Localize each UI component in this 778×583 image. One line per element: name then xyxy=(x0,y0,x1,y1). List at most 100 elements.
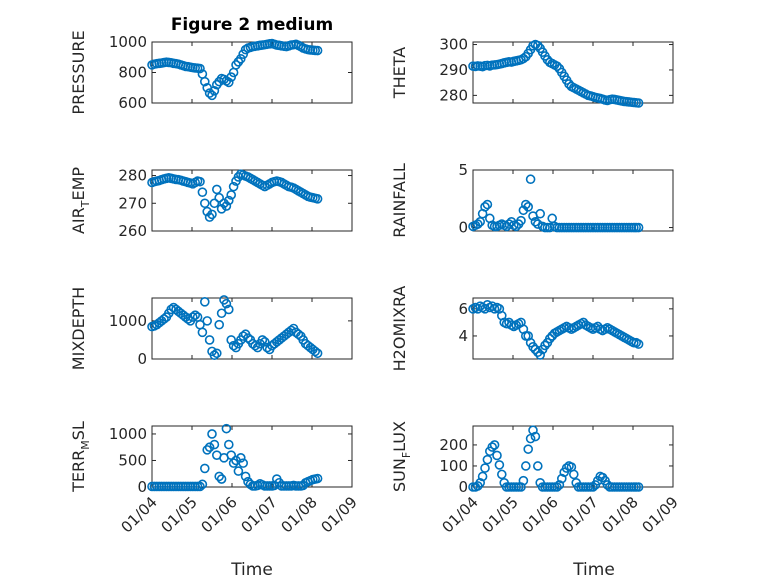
data-point xyxy=(207,429,217,439)
data-point xyxy=(228,181,239,192)
series-points xyxy=(147,423,323,492)
y-tick-label: 100 xyxy=(439,457,468,475)
x-tick-label: 01/08 xyxy=(599,493,642,536)
data-point xyxy=(188,312,198,322)
data-point xyxy=(207,90,217,101)
data-point xyxy=(561,463,572,473)
y-axis-label: SUNFLUX xyxy=(390,421,413,492)
y-tick-label: 1000 xyxy=(109,312,147,330)
data-point xyxy=(312,473,323,484)
data-point xyxy=(224,439,234,450)
y-tick-label: 4 xyxy=(458,327,468,345)
data-point xyxy=(477,471,488,482)
x-tick-label: 01/09 xyxy=(318,493,361,536)
data-point xyxy=(190,310,200,320)
series-points xyxy=(147,38,323,101)
data-point xyxy=(480,463,490,473)
data-point xyxy=(226,335,236,345)
x-axis-label-left: Time xyxy=(230,560,273,580)
data-point xyxy=(544,333,555,344)
data-point xyxy=(528,425,538,436)
data-point xyxy=(204,212,215,222)
data-point xyxy=(312,348,323,359)
data-point xyxy=(238,458,248,468)
data-point xyxy=(200,463,210,474)
series-points xyxy=(468,425,644,492)
data-point xyxy=(633,222,644,233)
data-point xyxy=(310,346,321,357)
data-point xyxy=(204,335,215,345)
data-point xyxy=(209,198,220,209)
y-tick-label: 290 xyxy=(439,61,468,79)
data-point xyxy=(197,479,208,490)
y-tick-label: 800 xyxy=(118,64,147,82)
data-point xyxy=(633,98,644,108)
data-point xyxy=(520,199,531,210)
data-point xyxy=(214,471,224,482)
data-point xyxy=(530,344,541,355)
data-point xyxy=(523,202,534,212)
data-point xyxy=(183,314,193,324)
data-point xyxy=(312,45,323,56)
data-point xyxy=(221,201,232,211)
axes-frame xyxy=(151,297,353,360)
series-points xyxy=(468,174,644,233)
data-point xyxy=(552,482,562,492)
data-point xyxy=(238,331,248,341)
data-point xyxy=(159,314,169,324)
data-point xyxy=(633,339,644,349)
data-point xyxy=(511,221,522,232)
data-point xyxy=(233,466,244,476)
data-point xyxy=(257,335,268,345)
data-point xyxy=(226,72,236,82)
series-points xyxy=(468,299,644,360)
x-tick-label: 01/06 xyxy=(198,493,241,536)
x-tick-label: 01/05 xyxy=(158,493,201,536)
data-point xyxy=(482,299,493,310)
data-point xyxy=(204,88,215,98)
y-tick-label: 6 xyxy=(458,300,468,318)
data-point xyxy=(200,198,210,209)
data-point xyxy=(209,439,220,450)
data-point xyxy=(207,209,217,220)
data-point xyxy=(204,442,215,453)
x-tick-label: 01/06 xyxy=(519,493,562,536)
data-point xyxy=(520,461,531,471)
x-tick-label: 01/07 xyxy=(559,493,602,536)
data-point xyxy=(209,86,220,96)
series-points xyxy=(147,295,323,360)
y-axis-label: PRESSURE xyxy=(69,30,88,114)
data-point xyxy=(540,340,550,351)
y-tick-label: 500 xyxy=(118,451,147,469)
data-point xyxy=(293,329,304,340)
data-point xyxy=(259,337,270,347)
y-axis-label: AIRTEMP xyxy=(69,167,92,234)
y-tick-label: 280 xyxy=(439,86,468,104)
axes-theta: 300 290 280 THETA xyxy=(390,36,674,108)
data-point xyxy=(236,453,246,463)
y-tick-label: 0 xyxy=(458,478,468,496)
data-point xyxy=(482,199,493,210)
y-axis-label: MIXDEPTH xyxy=(69,287,88,370)
data-point xyxy=(262,342,273,353)
data-point xyxy=(496,469,507,480)
data-point xyxy=(482,454,493,465)
axes-frame xyxy=(472,41,674,104)
data-point xyxy=(523,444,534,454)
y-tick-label: 1000 xyxy=(109,33,147,51)
y-axis-label: TERRMSL xyxy=(69,421,92,493)
data-point xyxy=(588,482,598,492)
x-tick-label: 01/04 xyxy=(439,493,482,536)
data-point xyxy=(516,215,526,226)
y-tick-label: 0 xyxy=(137,478,147,496)
y-tick-label: 600 xyxy=(118,94,147,112)
y-tick-label: 260 xyxy=(118,222,147,240)
data-point xyxy=(224,77,234,88)
data-point xyxy=(250,340,260,351)
x-tick-label: 01/09 xyxy=(639,493,682,536)
data-point xyxy=(532,461,543,471)
data-point xyxy=(532,40,543,51)
x-tick-label: 01/05 xyxy=(479,493,522,536)
data-point xyxy=(530,431,541,442)
